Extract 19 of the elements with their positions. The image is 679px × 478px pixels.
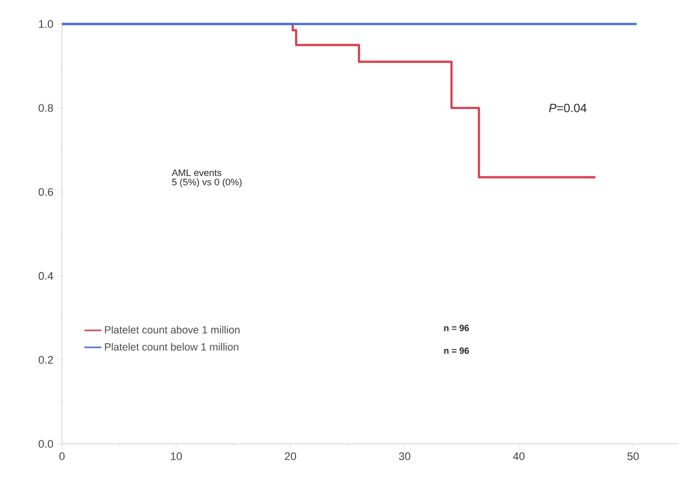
x-tick-label: 10 <box>170 452 182 460</box>
y-tick-label: 0.4 <box>38 272 54 280</box>
annotation: 5 (5%) vs 0 (0%) <box>172 178 242 188</box>
x-tick-label: 0 <box>59 452 65 460</box>
legend-label: Platelet count below 1 million <box>105 342 238 351</box>
annotation: AML events <box>172 170 222 176</box>
y-tick-label: 0.6 <box>38 188 53 196</box>
annotation: n = 96 <box>444 348 469 354</box>
y-tick-label: 1.0 <box>39 20 54 28</box>
legend-label: Platelet count above 1 million <box>105 326 240 334</box>
annotation: n = 96 <box>444 324 469 332</box>
annotation: P=0.04 <box>549 104 587 112</box>
x-tick-label: 50 <box>627 452 639 460</box>
x-tick-label: 20 <box>284 452 296 460</box>
y-tick-label: 0.2 <box>38 356 53 364</box>
y-tick-label: 0.8 <box>38 104 53 112</box>
x-tick-label: 40 <box>513 452 525 460</box>
x-tick-label: 30 <box>398 452 410 460</box>
y-tick-label: 0.0 <box>38 440 54 448</box>
